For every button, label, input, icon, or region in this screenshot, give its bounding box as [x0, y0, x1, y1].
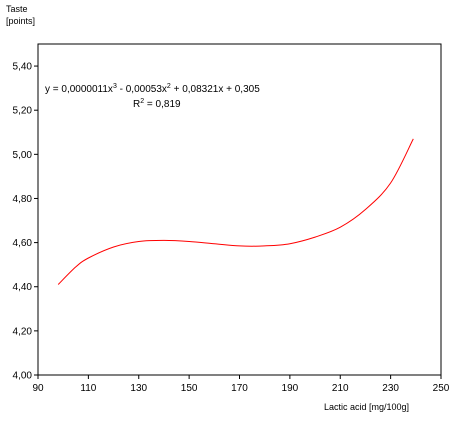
- x-tick-label: 210: [332, 383, 349, 394]
- r-squared-label: R2 = 0,819: [133, 98, 181, 110]
- x-tick-label: 170: [231, 383, 248, 394]
- x-tick-label: 130: [130, 383, 147, 394]
- y-tick-label: 4,40: [13, 282, 33, 293]
- x-tick-label: 110: [80, 383, 96, 394]
- regression-equation: y = 0,0000011x3 - 0,00053x2 + 0,08321x +…: [45, 83, 260, 95]
- trend-line: [57, 138, 414, 285]
- y-tick-label: 4,20: [13, 326, 33, 337]
- y-tick-label: 4,60: [13, 238, 33, 249]
- y-tick-label: 5,40: [13, 62, 33, 73]
- y-ticks: 4,00 4,20 4,40 4,60 4,80 5,00 5,20 5,40: [13, 62, 38, 382]
- x-tick-label: 190: [282, 383, 299, 394]
- y-tick-label: 4,80: [13, 194, 33, 205]
- x-ticks: 90 110 130 150 170 190 210 230 250: [32, 375, 450, 394]
- y-axis-label-line2: [points]: [6, 16, 35, 26]
- y-tick-label: 4,00: [13, 371, 33, 382]
- x-tick-label: 230: [382, 383, 399, 394]
- y-tick-label: 5,00: [13, 150, 33, 161]
- y-axis-label-line1: Taste: [6, 4, 28, 14]
- x-tick-label: 250: [433, 383, 450, 394]
- x-tick-label: 90: [32, 383, 44, 394]
- y-tick-label: 5,20: [13, 106, 33, 117]
- x-tick-label: 150: [181, 383, 198, 394]
- x-axis-label: Lactic acid [mg/100g]: [324, 402, 409, 412]
